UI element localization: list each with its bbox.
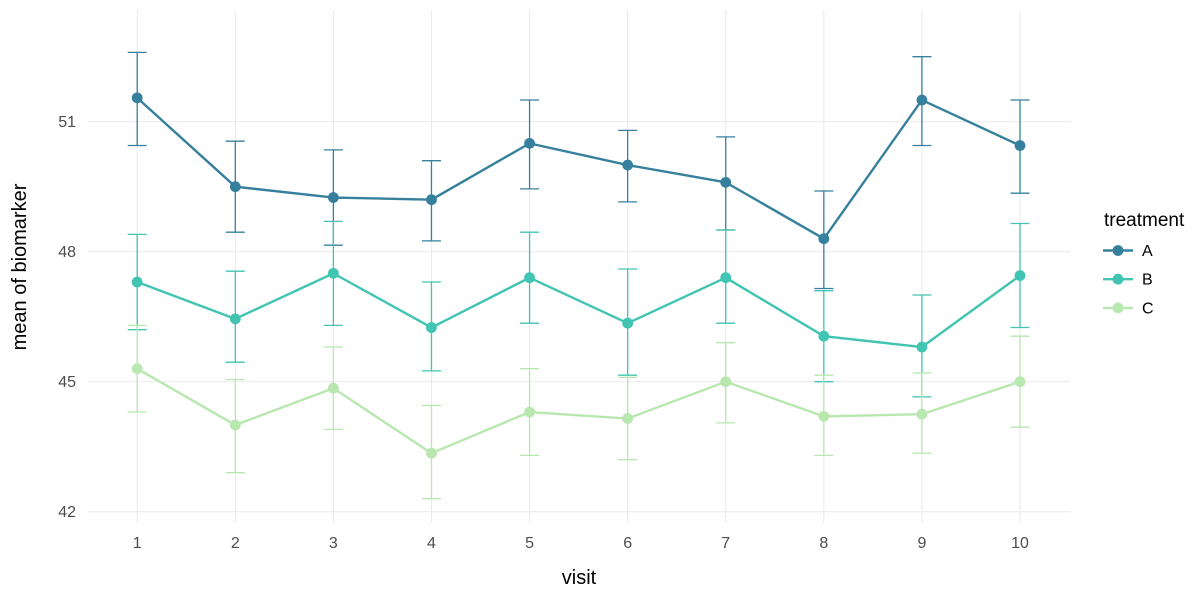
data-point-A-10 xyxy=(1014,140,1026,151)
series-line-B xyxy=(135,272,1022,349)
x-tick-label-4: 4 xyxy=(427,535,436,552)
data-point-A-7 xyxy=(720,176,732,188)
data-point-B-3 xyxy=(327,267,339,279)
data-point-C-5 xyxy=(524,406,535,418)
x-tick-label-1: 1 xyxy=(133,535,142,552)
data-point-C-8 xyxy=(818,410,830,422)
data-point-C-10 xyxy=(1014,376,1026,388)
data-point-A-6 xyxy=(622,159,634,171)
data-point-B-5 xyxy=(524,272,535,284)
x-tick-label-6: 6 xyxy=(623,535,632,552)
x-tick-label-7: 7 xyxy=(721,535,730,552)
y-tick-label-51: 51 xyxy=(58,114,76,131)
legend: ABC xyxy=(1103,243,1154,317)
data-layer xyxy=(127,51,1030,500)
legend-label-C: C xyxy=(1142,300,1154,317)
legend-item-B: B xyxy=(1103,272,1153,289)
data-point-B-2 xyxy=(229,313,241,325)
x-axis-title: visit xyxy=(562,567,597,589)
legend-key-point-B xyxy=(1112,273,1124,285)
legend-item-C: C xyxy=(1103,300,1154,317)
x-tick-label-8: 8 xyxy=(819,535,828,552)
x-tick-label-10: 10 xyxy=(1011,535,1029,552)
x-tick-label-9: 9 xyxy=(917,535,926,552)
legend-label-B: B xyxy=(1142,272,1153,289)
y-axis-title: mean of biomarker xyxy=(9,183,31,350)
legend-key-point-C xyxy=(1112,302,1124,314)
data-point-A-3 xyxy=(327,192,339,203)
data-point-C-9 xyxy=(916,408,928,420)
series-line-C xyxy=(135,367,1022,455)
data-point-A-2 xyxy=(229,181,241,193)
x-tick-label-3: 3 xyxy=(329,535,338,552)
y-tick-label-45: 45 xyxy=(58,374,76,391)
data-point-C-1 xyxy=(131,363,143,375)
legend-label-A: A xyxy=(1142,243,1153,260)
legend-item-A: A xyxy=(1103,243,1153,260)
data-point-B-9 xyxy=(916,341,928,353)
legend-key-point-A xyxy=(1112,245,1124,256)
data-point-B-6 xyxy=(622,317,634,329)
data-point-B-1 xyxy=(131,276,143,288)
data-point-C-7 xyxy=(720,376,732,388)
data-point-B-10 xyxy=(1014,270,1026,281)
data-point-B-8 xyxy=(818,330,830,342)
data-point-A-8 xyxy=(818,233,830,245)
data-point-C-6 xyxy=(622,413,634,424)
y-tick-label-42: 42 xyxy=(58,504,76,521)
data-point-A-9 xyxy=(916,94,928,106)
data-point-C-3 xyxy=(327,382,339,394)
data-point-A-1 xyxy=(131,92,143,104)
series-line-A xyxy=(135,96,1022,240)
data-point-A-4 xyxy=(426,194,437,206)
x-tick-label-2: 2 xyxy=(231,535,240,552)
data-point-B-4 xyxy=(426,322,437,333)
data-point-C-4 xyxy=(426,447,437,459)
x-tick-label-5: 5 xyxy=(525,535,534,552)
legend-title: treatment xyxy=(1104,210,1185,231)
data-point-C-2 xyxy=(229,419,241,431)
y-tick-label-48: 48 xyxy=(58,244,76,261)
data-point-B-7 xyxy=(720,272,732,284)
data-point-A-5 xyxy=(524,137,535,149)
